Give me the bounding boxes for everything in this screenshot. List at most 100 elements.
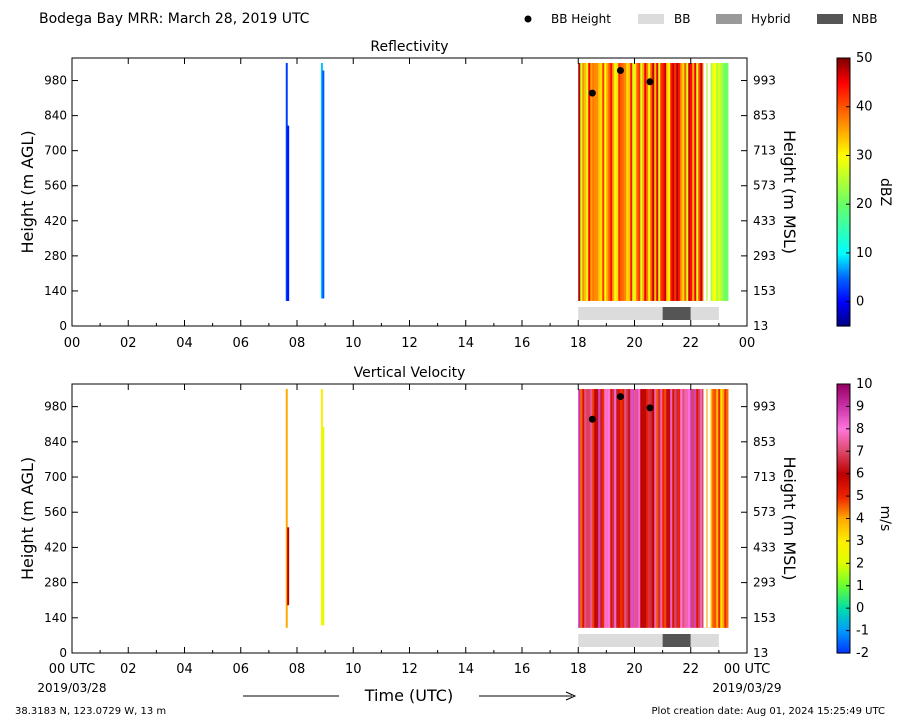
- velocity-bb-height-point: [588, 415, 596, 423]
- velocity-colorbar-segment: [837, 511, 850, 515]
- velocity-colorbar-segment: [837, 514, 850, 517]
- velocity-data-column: [720, 389, 723, 628]
- reflectivity-data-column: [632, 63, 635, 301]
- velocity-colorbar-segment: [837, 390, 850, 394]
- velocity-colorbar-segment: [837, 460, 850, 464]
- reflectivity-x-tick-label: 04: [176, 336, 193, 351]
- reflectivity-data-gap: [707, 63, 711, 301]
- velocity-data-column: [646, 389, 649, 628]
- velocity-bb-height-point: [646, 404, 654, 412]
- reflectivity-colorbar-segment: [837, 288, 850, 291]
- reflectivity-colorbar-segment: [837, 319, 850, 323]
- reflectivity-bb-height-point: [616, 67, 624, 75]
- velocity-y-tick-label: 560: [44, 505, 67, 519]
- reflectivity-colorbar-segment: [837, 294, 850, 298]
- reflectivity-data-column: [710, 63, 713, 301]
- reflectivity-x-tick-label: 06: [232, 336, 249, 351]
- reflectivity-data-column: [614, 63, 617, 301]
- reflectivity-data-column: [724, 63, 727, 301]
- velocity-data-column: [638, 389, 641, 628]
- reflectivity-colorbar-segment: [837, 296, 850, 300]
- reflectivity-colorbar-segment: [837, 78, 850, 81]
- reflectivity-bb-class-segment: [662, 307, 691, 320]
- velocity-data-column: [724, 389, 727, 628]
- reflectivity-data-column: [628, 63, 631, 301]
- reflectivity-colorbar-segment: [837, 91, 850, 95]
- reflectivity-colorbar-segment: [837, 116, 850, 119]
- reflectivity-data-column: [702, 63, 705, 301]
- reflectivity-colorbar-segment: [837, 207, 850, 211]
- velocity-colorbar-segment: [837, 466, 850, 470]
- reflectivity-colorbar-segment: [837, 127, 850, 131]
- reflectivity-data-column: [610, 63, 613, 301]
- velocity-x-tick-label: 20: [626, 662, 643, 677]
- reflectivity-colorbar-segment: [837, 87, 850, 90]
- reflectivity-colorbar-segment: [837, 95, 850, 99]
- reflectivity-data-column: [688, 63, 691, 301]
- reflectivity-colorbar-segment: [837, 256, 850, 260]
- reflectivity-colorbar-segment: [837, 270, 850, 273]
- reflectivity-data-column: [578, 63, 581, 301]
- reflectivity-colorbar-segment: [837, 189, 850, 193]
- legend-swatch-hybrid: [716, 14, 742, 24]
- velocity-data-column: [590, 389, 593, 628]
- reflectivity-colorbar-segment: [837, 149, 850, 153]
- velocity-colorbar-segment: [837, 498, 850, 502]
- reflectivity-colorbar-segment: [837, 314, 850, 318]
- velocity-data-column: [596, 389, 599, 628]
- velocity-data-column: [658, 389, 661, 628]
- velocity-data-column: [628, 389, 631, 628]
- reflectivity-colorbar-segment: [837, 187, 850, 191]
- reflectivity-colorbar-segment: [837, 214, 850, 218]
- velocity-colorbar-segment: [837, 401, 850, 405]
- reflectivity-y-tick-label-right: 573: [753, 179, 776, 193]
- reflectivity-colorbar-segment: [837, 71, 850, 75]
- velocity-data-column: [688, 389, 691, 628]
- reflectivity-colorbar-segment: [837, 209, 850, 213]
- reflectivity-data-column: [692, 63, 695, 301]
- velocity-x-tick-label: 00 UTC: [49, 662, 95, 677]
- velocity-colorbar-segment: [837, 480, 850, 484]
- velocity-colorbar-tick-label: 10: [856, 377, 873, 392]
- velocity-data-column: [664, 389, 667, 628]
- velocity-colorbar-segment: [837, 549, 850, 553]
- reflectivity-data-column: [638, 63, 641, 301]
- velocity-data-column: [710, 389, 713, 628]
- velocity-colorbar-segment: [837, 431, 850, 434]
- reflectivity-colorbar-segment: [837, 120, 850, 124]
- footer-location: 38.3183 N, 123.0729 W, 13 m: [15, 706, 166, 717]
- reflectivity-colorbar-segment: [837, 75, 850, 79]
- reflectivity-data-column: [680, 63, 683, 301]
- reflectivity-data-column: [700, 63, 703, 301]
- reflectivity-colorbar-tick-label: 0: [856, 295, 864, 310]
- velocity-data-column: [668, 389, 671, 628]
- reflectivity-data-column: [644, 63, 647, 301]
- reflectivity-colorbar-segment: [837, 160, 850, 164]
- reflectivity-colorbar-segment: [837, 169, 850, 173]
- reflectivity-y-axis-label: Height (m AGL): [18, 130, 37, 253]
- reflectivity-bb-class-segment: [690, 307, 719, 320]
- velocity-colorbar-segment: [837, 395, 850, 399]
- velocity-data-column: [648, 389, 651, 628]
- velocity-data-column: [588, 389, 591, 628]
- reflectivity-data-column: [726, 63, 729, 301]
- velocity-colorbar-tick-label: 2: [856, 556, 864, 571]
- reflectivity-data-column: [616, 63, 619, 301]
- velocity-colorbar-segment: [837, 518, 850, 522]
- velocity-colorbar-segment: [837, 576, 850, 580]
- velocity-data-column: [644, 389, 647, 628]
- velocity-data-column: [696, 389, 699, 628]
- reflectivity-data-column: [596, 63, 599, 301]
- reflectivity-y-tick-label-right: 433: [753, 214, 776, 228]
- velocity-colorbar-segment: [837, 621, 850, 625]
- velocity-data-column: [620, 389, 623, 628]
- reflectivity-colorbar-segment: [837, 82, 850, 86]
- reflectivity-x-tick-label: 00: [739, 336, 756, 351]
- legend-swatch-bb: [638, 14, 664, 24]
- velocity-data-column: [634, 389, 637, 628]
- reflectivity-colorbar-segment: [837, 225, 850, 229]
- velocity-x-tick-label: 16: [514, 662, 531, 677]
- velocity-colorbar-segment: [837, 516, 850, 520]
- velocity-data-column: [606, 389, 609, 628]
